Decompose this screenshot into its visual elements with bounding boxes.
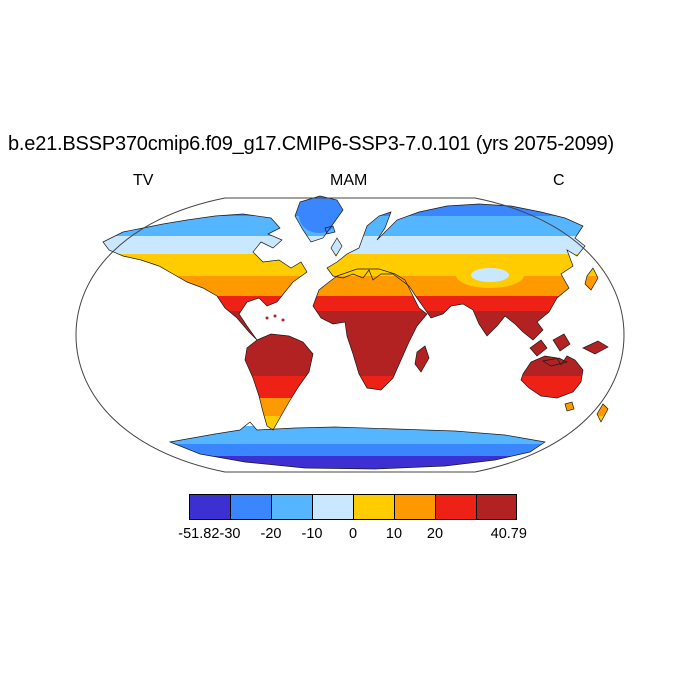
temp-band-warm bbox=[103, 296, 608, 311]
temp-band-tropics bbox=[103, 311, 608, 376]
temp-band-cool bbox=[103, 254, 608, 276]
temp-band-mild bbox=[103, 276, 608, 296]
colorbar-tick: 10 bbox=[385, 526, 403, 542]
variable-label: TV bbox=[133, 172, 154, 189]
greenland-cold-patch bbox=[299, 199, 339, 233]
tibet-cold-patch bbox=[471, 268, 509, 282]
colorbar-ticks: -51.82 -30 -20 -10 0 10 20 40.79 bbox=[178, 526, 527, 544]
antarctic-mid-band bbox=[170, 444, 545, 456]
island-dot bbox=[281, 318, 285, 322]
colorbar-box-1 bbox=[189, 494, 231, 520]
colorbar-tick: -10 bbox=[301, 526, 323, 542]
colorbar-box-8 bbox=[476, 494, 517, 520]
island-dot bbox=[273, 314, 277, 318]
colorbar-box-2 bbox=[230, 494, 272, 520]
colorbar-tick: 0 bbox=[348, 526, 358, 542]
colorbar-tick: -20 bbox=[260, 526, 282, 542]
temp-band-south-warm bbox=[103, 376, 608, 398]
island-dot bbox=[265, 316, 269, 320]
colorbar-box-3 bbox=[271, 494, 313, 520]
units-label: C bbox=[553, 172, 565, 189]
colorbar-tick: 20 bbox=[426, 526, 444, 542]
temp-band-subarctic bbox=[103, 216, 608, 236]
colorbar-box-4 bbox=[312, 494, 354, 520]
plot-title: b.e21.BSSP370cmip6.f09_g17.CMIP6-SSP3-7.… bbox=[8, 133, 614, 155]
temp-band-boreal bbox=[103, 236, 608, 254]
colorbar-tick-min: -51.82 bbox=[178, 526, 220, 542]
colorbar-box-6 bbox=[394, 494, 436, 520]
colorbar-tick-max: 40.79 bbox=[490, 526, 527, 542]
projection-border bbox=[75, 197, 625, 473]
antarctic-interior-band bbox=[170, 456, 545, 469]
colorbar-box-5 bbox=[353, 494, 395, 520]
season-label: MAM bbox=[330, 172, 368, 189]
colorbar bbox=[189, 494, 517, 520]
colorbar-tick: -30 bbox=[219, 526, 241, 542]
colorbar-box-7 bbox=[435, 494, 477, 520]
temp-band-south-mild bbox=[103, 398, 608, 416]
antarctica-fill-layer bbox=[170, 426, 545, 469]
world-map bbox=[75, 195, 625, 473]
